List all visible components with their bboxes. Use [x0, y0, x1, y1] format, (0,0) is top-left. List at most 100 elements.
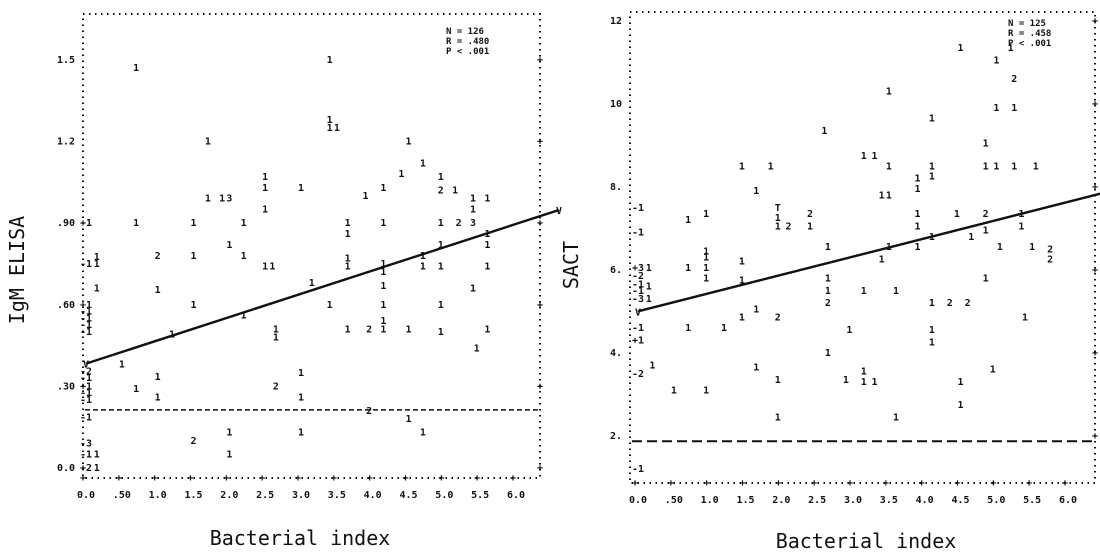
- right-data-point: 1: [821, 126, 827, 137]
- right-x-tick-mark: +: [990, 478, 996, 489]
- right-data-point: 1: [753, 304, 759, 315]
- right-data-point: 1: [649, 360, 655, 371]
- left-data-point: 1: [155, 392, 161, 403]
- left-data-point: 1: [380, 324, 386, 335]
- right-data-point: 1: [861, 286, 867, 297]
- right-data-point: 1: [775, 412, 781, 423]
- right-data-point: 1: [957, 377, 963, 388]
- right-data-point: 1: [1022, 313, 1028, 324]
- left-data-point: 1: [452, 186, 458, 197]
- right-x-tick-label: 4.5: [951, 495, 969, 506]
- left-data-point: V: [83, 360, 89, 371]
- left-data-point: V: [556, 206, 562, 217]
- left-data-point: 1: [380, 267, 386, 278]
- right-data-point: 1: [871, 377, 877, 388]
- right-x-tick-label: 6.0: [1059, 495, 1077, 506]
- right-data-point: 1: [825, 273, 831, 284]
- right-data-point: 2: [965, 298, 971, 309]
- right-x-tick-label: 1.0: [701, 495, 719, 506]
- left-data-point: 1: [205, 194, 211, 205]
- left-data-point: 1: [380, 218, 386, 229]
- left-data-point: 1: [405, 414, 411, 425]
- left-data-point: 2: [456, 218, 462, 229]
- right-data-point: 1: [968, 232, 974, 243]
- left-x-tick-mark: +: [116, 473, 122, 484]
- right-data-point: 2: [983, 209, 989, 220]
- right-data-point: 1: [914, 174, 920, 185]
- right-x-tick-label: 5.0: [987, 495, 1005, 506]
- right-data-point: 1: [871, 151, 877, 162]
- left-x-tick-mark: +: [331, 473, 337, 484]
- left-x-tick-label: .50: [113, 490, 131, 501]
- left-data-point: 1: [345, 218, 351, 229]
- left-data-point: 1: [119, 360, 125, 371]
- right-data-point: 1: [983, 161, 989, 172]
- right-data-point: 1: [1008, 43, 1014, 54]
- left-data-point: 1: [226, 240, 232, 251]
- left-y-tick-label: 1.5: [57, 55, 75, 66]
- right-data-point: 1: [886, 161, 892, 172]
- left-data-point: 2: [155, 251, 161, 262]
- right-regression-line: [637, 192, 1100, 313]
- left-data-point: 1: [269, 262, 275, 273]
- right-data-point: 1: [739, 161, 745, 172]
- left-x-tick-mark: +: [474, 473, 480, 484]
- right-x-tick-mark: +: [739, 478, 745, 489]
- right-data-point: 1: [879, 190, 885, 201]
- right-x-tick-label: 5.5: [1023, 495, 1041, 506]
- right-stats-line: R = .458: [1008, 29, 1051, 39]
- right-data-point: 1: [825, 348, 831, 359]
- left-data-point: 1: [133, 384, 139, 395]
- right-x-tick-label: 2.5: [808, 495, 826, 506]
- left-data-point: 1: [241, 251, 247, 262]
- right-data-point: -3: [632, 294, 644, 305]
- right-data-point: 1: [861, 151, 867, 162]
- left-data-point: 2: [190, 436, 196, 447]
- right-data-point: 1: [929, 114, 935, 125]
- left-data-point: -1: [80, 413, 92, 424]
- left-data-point: 1: [309, 278, 315, 289]
- left-data-point: 1: [94, 463, 100, 474]
- right-data-point: 1: [957, 400, 963, 411]
- left-data-point: 1: [298, 183, 304, 194]
- left-regression-line: [85, 208, 560, 365]
- right-data-point: 1: [721, 323, 727, 334]
- right-x-tick-mark: +: [919, 478, 925, 489]
- left-data-point: -1: [80, 388, 92, 399]
- right-data-point: 1: [929, 298, 935, 309]
- left-data-point: 1: [345, 324, 351, 335]
- right-data-point: 2: [775, 313, 781, 324]
- left-data-point: 1: [190, 300, 196, 311]
- right-data-point: V: [635, 307, 641, 318]
- left-x-tick-label: 1.5: [184, 490, 202, 501]
- left-data-point: 1: [327, 123, 333, 134]
- right-data-point: 1: [929, 325, 935, 336]
- left-data-point: +1: [80, 381, 92, 392]
- right-data-point: 1: [1018, 221, 1024, 232]
- right-x-tick-mark: +: [775, 478, 781, 489]
- left-x-tick-mark: +: [152, 473, 158, 484]
- left-data-point: 1: [219, 194, 225, 205]
- right-data-point: 1: [879, 255, 885, 266]
- left-x-tick-mark: +: [510, 473, 516, 484]
- left-data-point: -1: [80, 259, 92, 270]
- left-x-tick-mark: +: [187, 473, 193, 484]
- right-data-point: 1: [893, 412, 899, 423]
- left-y-tick-label: .30: [57, 381, 75, 392]
- right-data-point: -1: [632, 464, 644, 475]
- left-data-point: 1: [420, 262, 426, 273]
- right-data-point: 1: [1011, 103, 1017, 114]
- right-data-point: T: [775, 203, 781, 214]
- left-x-tick-mark: +: [367, 473, 373, 484]
- right-x-tick-mark: +: [632, 478, 638, 489]
- left-x-tick-label: 4.5: [399, 490, 417, 501]
- right-data-point: 1: [929, 232, 935, 243]
- left-data-point: -1: [80, 307, 92, 318]
- right-x-tick-mark: +: [847, 478, 853, 489]
- right-data-point: 1: [825, 286, 831, 297]
- left-data-point: 1: [345, 229, 351, 240]
- right-data-point: -1: [632, 323, 644, 334]
- right-x-tick-label: 1.5: [736, 495, 754, 506]
- right-y-tick-mark: +: [1092, 182, 1098, 193]
